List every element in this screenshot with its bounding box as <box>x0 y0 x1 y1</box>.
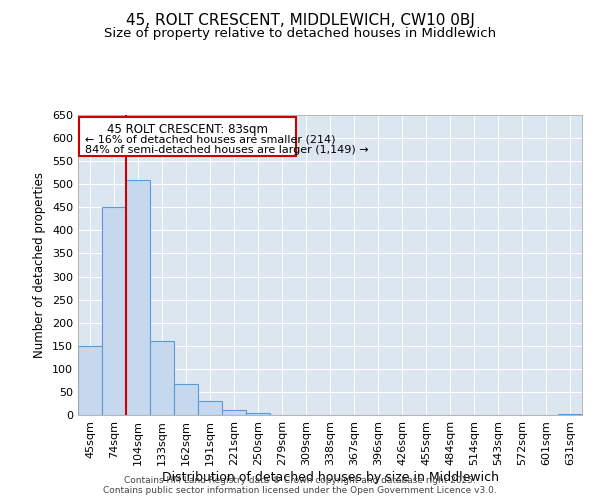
Text: 45, ROLT CRESCENT, MIDDLEWICH, CW10 0BJ: 45, ROLT CRESCENT, MIDDLEWICH, CW10 0BJ <box>125 12 475 28</box>
Bar <box>102 208 126 415</box>
Text: Size of property relative to detached houses in Middlewich: Size of property relative to detached ho… <box>104 28 496 40</box>
Bar <box>126 180 150 415</box>
Bar <box>246 412 270 415</box>
Text: 84% of semi-detached houses are larger (1,149) →: 84% of semi-detached houses are larger (… <box>85 144 369 154</box>
X-axis label: Distribution of detached houses by size in Middlewich: Distribution of detached houses by size … <box>161 470 499 484</box>
Text: Contains public sector information licensed under the Open Government Licence v3: Contains public sector information licen… <box>103 486 497 495</box>
Text: Contains HM Land Registry data © Crown copyright and database right 2025.: Contains HM Land Registry data © Crown c… <box>124 476 476 485</box>
FancyBboxPatch shape <box>79 118 296 156</box>
Bar <box>150 341 174 415</box>
Text: 45 ROLT CRESCENT: 83sqm: 45 ROLT CRESCENT: 83sqm <box>107 124 268 136</box>
Bar <box>558 414 582 415</box>
Bar <box>174 384 198 415</box>
Y-axis label: Number of detached properties: Number of detached properties <box>34 172 46 358</box>
Bar <box>198 401 222 415</box>
Text: ← 16% of detached houses are smaller (214): ← 16% of detached houses are smaller (21… <box>85 134 336 144</box>
Bar <box>78 346 102 415</box>
Bar <box>222 410 246 415</box>
